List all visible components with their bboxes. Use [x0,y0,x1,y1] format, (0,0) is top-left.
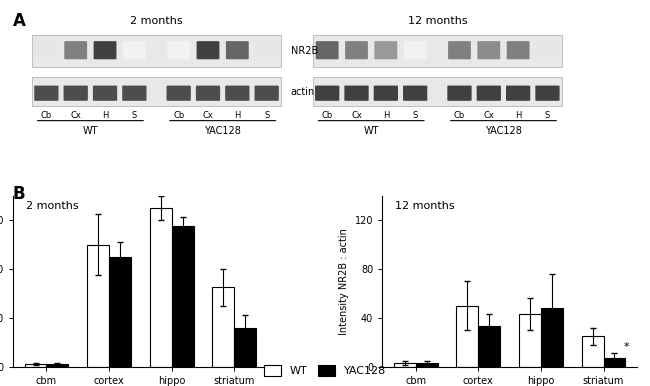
Bar [32,35,281,67]
Text: H: H [515,112,521,120]
Bar [478,327,500,367]
Legend: WT, YAC128: WT, YAC128 [259,360,391,381]
Text: Cb: Cb [322,112,333,120]
Text: Cx: Cx [70,112,81,120]
Text: 2 months: 2 months [130,15,183,25]
FancyBboxPatch shape [64,41,87,59]
Text: A: A [13,12,26,30]
FancyBboxPatch shape [507,41,530,59]
Text: B: B [13,185,25,203]
Text: H: H [383,112,389,120]
Bar [109,257,131,367]
Bar [213,288,234,367]
Text: S: S [264,112,269,120]
FancyBboxPatch shape [123,41,146,59]
FancyBboxPatch shape [345,41,368,59]
FancyBboxPatch shape [374,41,397,59]
Text: *: * [624,342,629,352]
Bar [313,77,562,106]
Bar [172,226,194,367]
FancyBboxPatch shape [476,86,501,101]
FancyBboxPatch shape [93,86,117,101]
Text: S: S [132,112,137,120]
FancyBboxPatch shape [255,86,279,101]
Bar [519,314,541,367]
Bar [456,306,478,367]
FancyBboxPatch shape [404,41,426,59]
FancyBboxPatch shape [448,41,471,59]
Text: Cb: Cb [173,112,185,120]
Text: NR2B: NR2B [291,46,318,56]
Bar [87,245,109,367]
Bar [25,364,47,367]
Text: Cx: Cx [203,112,213,120]
Bar [313,35,562,67]
Text: 12 months: 12 months [408,15,467,25]
FancyBboxPatch shape [167,41,190,59]
FancyBboxPatch shape [316,41,339,59]
Bar [603,358,625,367]
FancyBboxPatch shape [344,86,369,101]
Text: 12 months: 12 months [395,201,454,211]
Text: WT: WT [363,126,379,136]
Bar [416,363,437,367]
Bar [32,77,281,106]
Text: Cb: Cb [454,112,465,120]
FancyBboxPatch shape [34,86,58,101]
Bar [582,336,603,367]
FancyBboxPatch shape [64,86,88,101]
FancyBboxPatch shape [226,41,249,59]
FancyBboxPatch shape [35,41,58,59]
Bar [47,364,68,367]
FancyBboxPatch shape [447,86,472,101]
FancyBboxPatch shape [122,86,146,101]
Text: Cx: Cx [351,112,362,120]
FancyBboxPatch shape [196,86,220,101]
Bar [234,328,256,367]
Bar [394,363,416,367]
FancyBboxPatch shape [403,86,427,101]
FancyBboxPatch shape [196,41,220,59]
Text: actin: actin [291,87,315,97]
FancyBboxPatch shape [166,86,191,101]
Text: H: H [234,112,240,120]
FancyBboxPatch shape [94,41,116,59]
FancyBboxPatch shape [477,41,500,59]
Text: WT: WT [83,126,98,136]
Text: H: H [102,112,109,120]
Bar [541,308,563,367]
Text: Cb: Cb [41,112,52,120]
FancyBboxPatch shape [225,86,250,101]
Text: S: S [413,112,418,120]
Text: 2 months: 2 months [26,201,79,211]
Bar [150,208,172,367]
Text: YAC128: YAC128 [485,126,522,136]
Y-axis label: Intensity NR2B : actin: Intensity NR2B : actin [339,228,349,335]
Text: S: S [545,112,550,120]
FancyBboxPatch shape [315,86,339,101]
FancyBboxPatch shape [374,86,398,101]
Text: YAC128: YAC128 [204,126,241,136]
FancyBboxPatch shape [536,86,560,101]
Text: Cx: Cx [484,112,494,120]
FancyBboxPatch shape [506,86,530,101]
FancyBboxPatch shape [536,41,559,59]
FancyBboxPatch shape [255,41,278,59]
